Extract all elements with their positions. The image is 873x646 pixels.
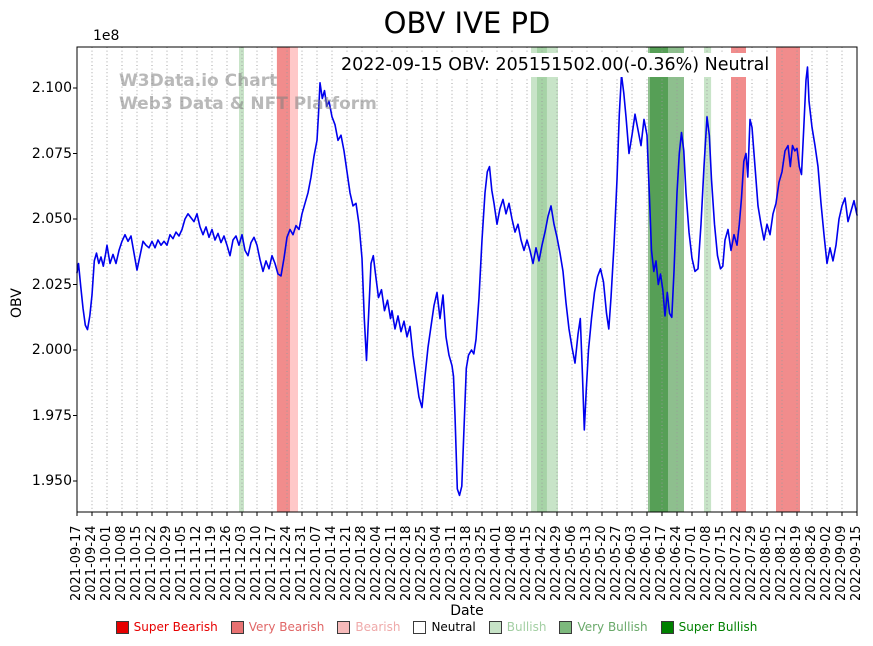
legend-item-super-bearish: Super Bearish bbox=[115, 620, 218, 634]
legend-label: Bullish bbox=[506, 620, 547, 634]
y-tick-label: 1.950 bbox=[31, 473, 72, 489]
legend-label: Very Bearish bbox=[248, 620, 325, 634]
legend-swatch bbox=[230, 620, 244, 634]
latest-value-annotation: 2022-09-15 OBV: 205151502.00(-0.36%) Neu… bbox=[337, 53, 774, 77]
legend-label: Neutral bbox=[431, 620, 476, 634]
x-axis-label: Date bbox=[450, 603, 484, 619]
legend-item-very-bullish: Very Bullish bbox=[559, 620, 648, 634]
legend-label: Bearish bbox=[355, 620, 401, 634]
watermark-line2: Web3 Data & NFT Platform bbox=[119, 94, 377, 114]
y-axis-offset-label: 1e8 bbox=[93, 28, 120, 44]
chart-title: OBV IVE PD bbox=[383, 6, 551, 40]
legend-item-bullish: Bullish bbox=[488, 620, 547, 634]
y-axis-label: OBV bbox=[9, 288, 25, 318]
legend-item-super-bullish: Super Bullish bbox=[660, 620, 758, 634]
y-tick-label: 2.025 bbox=[31, 277, 72, 293]
legend-label: Super Bullish bbox=[678, 620, 758, 634]
legend-swatch bbox=[559, 620, 573, 634]
y-tick-label: 2.100 bbox=[31, 80, 72, 96]
y-tick-label: 2.075 bbox=[31, 146, 72, 162]
legend-item-neutral: Neutral bbox=[413, 620, 476, 634]
y-tick-label: 2.000 bbox=[31, 342, 72, 358]
x-tick-label: 2022-09-15 bbox=[849, 525, 864, 601]
y-tick-label: 2.050 bbox=[31, 211, 72, 227]
legend-label: Super Bearish bbox=[133, 620, 218, 634]
legend-item-very-bearish: Very Bearish bbox=[230, 620, 325, 634]
legend-swatch bbox=[488, 620, 502, 634]
legend-item-bearish: Bearish bbox=[337, 620, 400, 634]
legend-swatch bbox=[660, 620, 674, 634]
legend: Super Bearish Very Bearish Bearish Neutral B… bbox=[0, 620, 873, 634]
legend-label: Very Bullish bbox=[577, 620, 648, 634]
y-tick-label: 1.975 bbox=[31, 408, 72, 424]
legend-swatch bbox=[115, 620, 129, 634]
watermark: W3Data.io Chart Web3 Data & NFT Platform bbox=[119, 70, 377, 116]
watermark-line1: W3Data.io Chart bbox=[119, 71, 278, 91]
legend-swatch bbox=[413, 620, 427, 634]
legend-swatch bbox=[337, 620, 351, 634]
